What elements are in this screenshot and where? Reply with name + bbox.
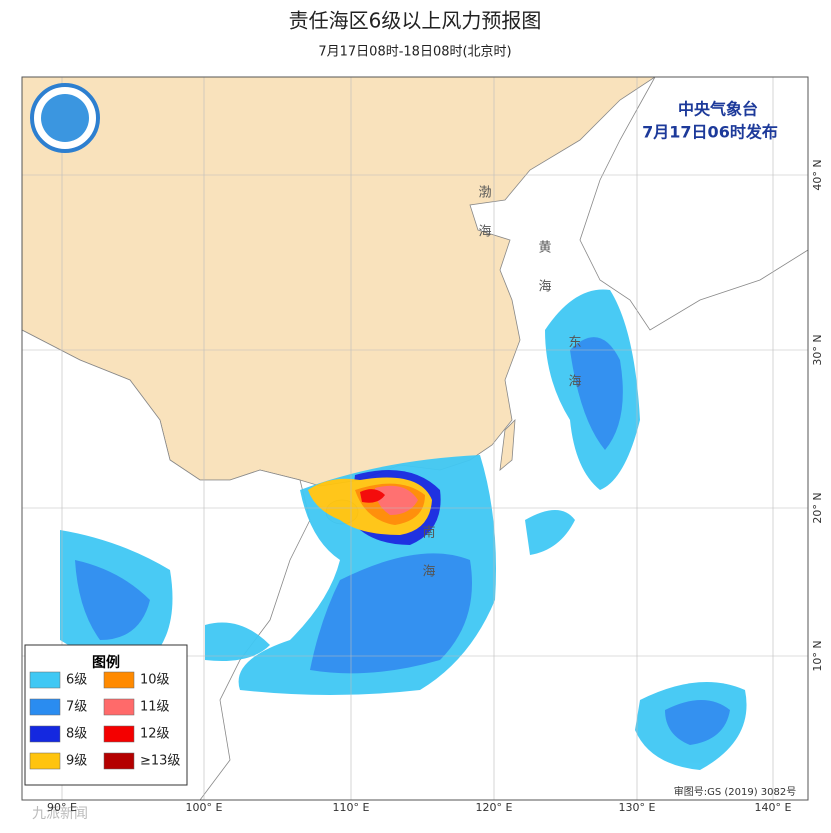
wind-7 xyxy=(310,553,472,674)
sea-label: 南海 xyxy=(420,524,436,603)
lon-label: 100° E xyxy=(186,801,223,814)
legend-label: 9级 xyxy=(66,754,87,769)
legend-label: 8级 xyxy=(66,727,87,742)
legend-swatch xyxy=(103,752,135,770)
legend-label: 6级 xyxy=(66,673,87,688)
legend-label: 10级 xyxy=(140,673,170,688)
subtitle: 7月17日08时-18日08时(北京时) xyxy=(318,45,511,60)
legend-swatch xyxy=(29,698,61,716)
legend-label: 12级 xyxy=(140,727,170,742)
lat-label: 20° N xyxy=(811,492,824,523)
logo-core xyxy=(41,94,89,142)
lat-label: 10° N xyxy=(811,640,824,671)
wind-7 xyxy=(570,337,623,450)
lon-label: 110° E xyxy=(333,801,370,814)
issuer: 中央气象台 xyxy=(678,100,758,119)
wind-7 xyxy=(75,560,150,640)
sea-label: 黄海 xyxy=(536,240,552,318)
logo xyxy=(30,83,100,153)
wind-6 xyxy=(525,510,575,555)
legend-swatch xyxy=(29,725,61,743)
legend-label: ≥13级 xyxy=(140,754,180,769)
lon-label: 120° E xyxy=(476,801,513,814)
legend-swatch xyxy=(29,671,61,689)
legend-swatch xyxy=(103,698,135,716)
wind-11 xyxy=(375,485,418,515)
approval: 审图号:GS (2019) 3082号 xyxy=(674,785,797,798)
legend-label: 7级 xyxy=(66,700,87,715)
wind-6 xyxy=(205,622,270,661)
legend: 图例 6级 10级 7级 11级 8级 12级 9级 ≥13级 xyxy=(24,644,188,786)
legend-label: 11级 xyxy=(140,700,170,715)
lon-label: 130° E xyxy=(619,801,656,814)
wind-12 xyxy=(360,489,385,503)
wind-areas xyxy=(60,289,747,770)
legend-title: 图例 xyxy=(92,654,120,671)
issue-time: 7月17日06时发布 xyxy=(642,123,778,142)
legend-swatch xyxy=(103,725,135,743)
lat-label: 30° N xyxy=(811,334,824,365)
lon-label: 90° E xyxy=(47,801,77,814)
sea-label: 渤海 xyxy=(476,184,492,263)
title: 责任海区6级以上风力预报图 xyxy=(289,9,542,33)
wind-7 xyxy=(665,700,730,745)
lon-label: 140° E xyxy=(755,801,792,814)
map-frame xyxy=(21,76,809,801)
legend-swatch xyxy=(29,752,61,770)
lat-label: 40° N xyxy=(811,159,824,190)
watermark: 九派新闻 xyxy=(32,806,88,822)
sea-label: 东海 xyxy=(566,335,582,413)
taiwan xyxy=(499,418,516,471)
legend-swatch xyxy=(103,671,135,689)
